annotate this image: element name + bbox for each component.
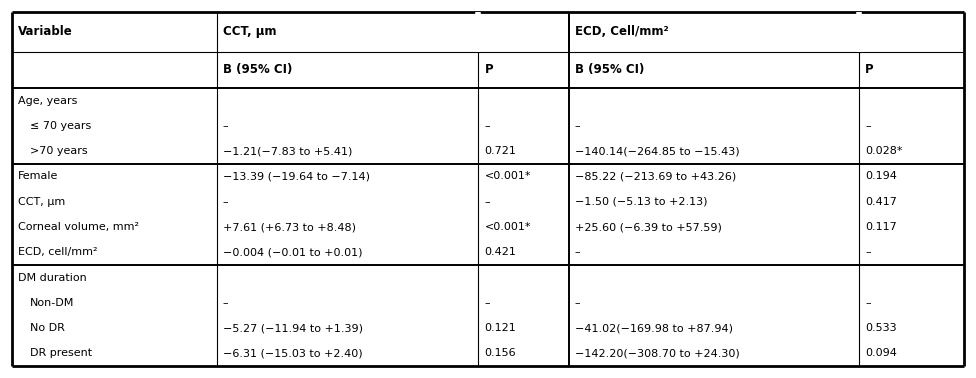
Text: B (95% CI): B (95% CI): [575, 64, 644, 76]
Text: 0.194: 0.194: [866, 172, 897, 181]
Text: <0.001*: <0.001*: [484, 222, 531, 232]
Text: Corneal volume, mm²: Corneal volume, mm²: [18, 222, 139, 232]
Text: –: –: [484, 197, 490, 207]
Text: –: –: [223, 197, 228, 207]
Text: –: –: [866, 121, 871, 131]
Text: –: –: [575, 298, 581, 308]
Text: ECD, cell/mm²: ECD, cell/mm²: [18, 247, 98, 257]
Text: 0.533: 0.533: [866, 323, 897, 333]
Text: −41.02(−169.98 to +87.94): −41.02(−169.98 to +87.94): [575, 323, 733, 333]
Text: –: –: [575, 121, 581, 131]
Text: 0.121: 0.121: [484, 323, 516, 333]
Text: −1.21(−7.83 to +5.41): −1.21(−7.83 to +5.41): [223, 146, 352, 156]
Text: CCT, μm: CCT, μm: [18, 197, 65, 207]
Text: −13.39 (−19.64 to −7.14): −13.39 (−19.64 to −7.14): [223, 172, 370, 181]
Text: CCT, μm: CCT, μm: [223, 25, 276, 39]
Text: >70 years: >70 years: [30, 146, 88, 156]
Text: No DR: No DR: [30, 323, 64, 333]
Text: ≤ 70 years: ≤ 70 years: [30, 121, 91, 131]
Text: P: P: [484, 64, 493, 76]
Text: –: –: [223, 121, 228, 131]
Text: –: –: [484, 298, 490, 308]
Text: Age, years: Age, years: [18, 96, 77, 105]
Text: DM duration: DM duration: [18, 273, 87, 282]
Text: Variable: Variable: [18, 25, 73, 39]
Text: 0.156: 0.156: [484, 349, 516, 358]
Text: –: –: [575, 247, 581, 257]
Text: −6.31 (−15.03 to +2.40): −6.31 (−15.03 to +2.40): [223, 349, 362, 358]
Text: −140.14(−264.85 to −15.43): −140.14(−264.85 to −15.43): [575, 146, 740, 156]
Text: 0.417: 0.417: [866, 197, 897, 207]
Text: –: –: [484, 121, 490, 131]
Text: 0.721: 0.721: [484, 146, 516, 156]
Text: −5.27 (−11.94 to +1.39): −5.27 (−11.94 to +1.39): [223, 323, 363, 333]
Text: –: –: [866, 298, 871, 308]
Text: −0.004 (−0.01 to +0.01): −0.004 (−0.01 to +0.01): [223, 247, 362, 257]
Text: <0.001*: <0.001*: [484, 172, 531, 181]
Text: 0.028*: 0.028*: [866, 146, 903, 156]
Text: DR present: DR present: [30, 349, 92, 358]
Text: 0.094: 0.094: [866, 349, 897, 358]
Text: −1.50 (−5.13 to +2.13): −1.50 (−5.13 to +2.13): [575, 197, 708, 207]
Text: B (95% CI): B (95% CI): [223, 64, 292, 76]
Text: P: P: [866, 64, 874, 76]
Text: +25.60 (−6.39 to +57.59): +25.60 (−6.39 to +57.59): [575, 222, 722, 232]
Text: +7.61 (+6.73 to +8.48): +7.61 (+6.73 to +8.48): [223, 222, 355, 232]
Text: 0.117: 0.117: [866, 222, 897, 232]
Text: −142.20(−308.70 to +24.30): −142.20(−308.70 to +24.30): [575, 349, 740, 358]
Text: –: –: [866, 247, 871, 257]
Text: 0.421: 0.421: [484, 247, 516, 257]
Text: Female: Female: [18, 172, 59, 181]
Text: ECD, Cell/mm²: ECD, Cell/mm²: [575, 25, 669, 39]
Text: Non-DM: Non-DM: [30, 298, 74, 308]
Text: –: –: [223, 298, 228, 308]
Text: −85.22 (−213.69 to +43.26): −85.22 (−213.69 to +43.26): [575, 172, 736, 181]
